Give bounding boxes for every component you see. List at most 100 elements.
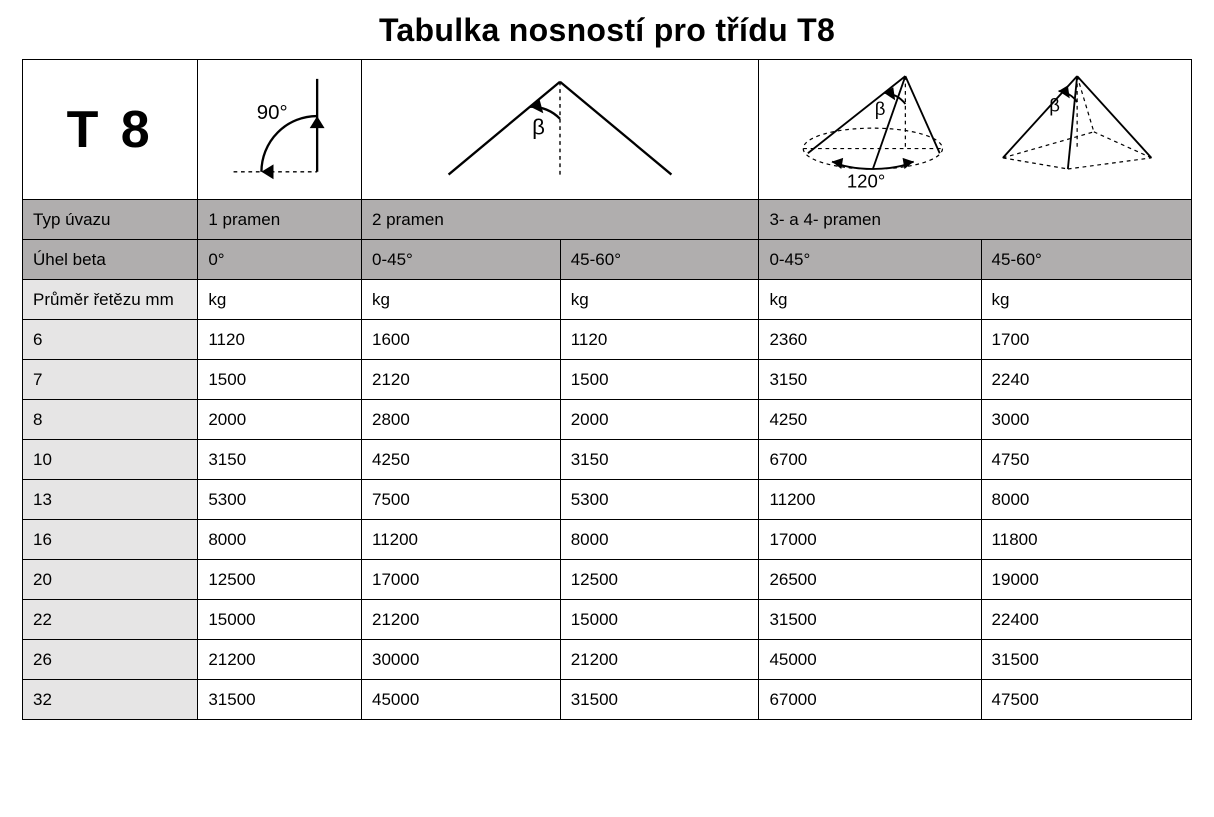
value-cell: 31500 xyxy=(560,680,759,720)
value-cell: 4250 xyxy=(759,400,981,440)
binding-type-34: 3- a 4- pramen xyxy=(759,200,1192,240)
value-cell: 2000 xyxy=(198,400,362,440)
diagram-34-strand: β 120° xyxy=(759,60,1192,200)
unit-kg: kg xyxy=(198,280,362,320)
value-cell: 67000 xyxy=(759,680,981,720)
value-cell: 19000 xyxy=(981,560,1191,600)
value-cell: 8000 xyxy=(198,520,362,560)
value-cell: 2120 xyxy=(362,360,561,400)
value-cell: 12500 xyxy=(198,560,362,600)
diameter-cell: 20 xyxy=(23,560,198,600)
table-row: 13530075005300112008000 xyxy=(23,480,1192,520)
binding-type-label: Typ úvazu xyxy=(23,200,198,240)
diagram-1-strand: 90° xyxy=(198,60,362,200)
value-cell: 11800 xyxy=(981,520,1191,560)
diameter-cell: 16 xyxy=(23,520,198,560)
value-cell: 22400 xyxy=(981,600,1191,640)
value-cell: 15000 xyxy=(198,600,362,640)
class-label-cell: T 8 xyxy=(23,60,198,200)
value-cell: 1700 xyxy=(981,320,1191,360)
diameter-cell: 22 xyxy=(23,600,198,640)
diameter-cell: 6 xyxy=(23,320,198,360)
beta-label-4strand: β xyxy=(1050,94,1061,115)
value-cell: 45000 xyxy=(362,680,561,720)
diameter-cell: 13 xyxy=(23,480,198,520)
table-row: 323150045000315006700047500 xyxy=(23,680,1192,720)
binding-type-2: 2 pramen xyxy=(362,200,759,240)
beta-45-60-b: 45-60° xyxy=(981,240,1191,280)
table-row: 715002120150031502240 xyxy=(23,360,1192,400)
value-cell: 45000 xyxy=(759,640,981,680)
two-strand-icon: β xyxy=(370,65,750,195)
value-cell: 21200 xyxy=(560,640,759,680)
table-row: 820002800200042503000 xyxy=(23,400,1192,440)
diameter-cell: 8 xyxy=(23,400,198,440)
value-cell: 21200 xyxy=(198,640,362,680)
diameter-cell: 10 xyxy=(23,440,198,480)
value-cell: 31500 xyxy=(759,600,981,640)
value-cell: 1120 xyxy=(198,320,362,360)
value-cell: 11200 xyxy=(362,520,561,560)
value-cell: 26500 xyxy=(759,560,981,600)
table-row: 201250017000125002650019000 xyxy=(23,560,1192,600)
value-cell: 30000 xyxy=(362,640,561,680)
units-row: Průměr řetězu mm kg kg kg kg kg xyxy=(23,280,1192,320)
value-cell: 21200 xyxy=(362,600,561,640)
unit-kg: kg xyxy=(362,280,561,320)
diagram-2-strand: β xyxy=(362,60,759,200)
value-cell: 1600 xyxy=(362,320,561,360)
diameter-cell: 32 xyxy=(23,680,198,720)
beta-0-45-a: 0-45° xyxy=(362,240,561,280)
table-row: 221500021200150003150022400 xyxy=(23,600,1192,640)
value-cell: 31500 xyxy=(981,640,1191,680)
value-cell: 3150 xyxy=(198,440,362,480)
value-cell: 8000 xyxy=(560,520,759,560)
unit-kg: kg xyxy=(981,280,1191,320)
page-title: Tabulka nosností pro třídu T8 xyxy=(22,12,1192,49)
value-cell: 7500 xyxy=(362,480,561,520)
unit-kg: kg xyxy=(759,280,981,320)
three-four-strand-icon: β 120° xyxy=(765,65,1185,195)
beta-angle-label: Úhel beta xyxy=(23,240,198,280)
beta-0: 0° xyxy=(198,240,362,280)
value-cell: 2800 xyxy=(362,400,561,440)
table-row: 611201600112023601700 xyxy=(23,320,1192,360)
value-cell: 2240 xyxy=(981,360,1191,400)
diameter-cell: 26 xyxy=(23,640,198,680)
unit-kg: kg xyxy=(560,280,759,320)
binding-type-row: Typ úvazu 1 pramen 2 pramen 3- a 4- pram… xyxy=(23,200,1192,240)
value-cell: 15000 xyxy=(560,600,759,640)
value-cell: 2000 xyxy=(560,400,759,440)
table-row: 1031504250315067004750 xyxy=(23,440,1192,480)
beta-45-60-a: 45-60° xyxy=(560,240,759,280)
value-cell: 17000 xyxy=(759,520,981,560)
diameter-cell: 7 xyxy=(23,360,198,400)
value-cell: 5300 xyxy=(198,480,362,520)
beta-label-2strand: β xyxy=(532,114,545,139)
single-strand-icon: 90° xyxy=(205,65,355,195)
diameter-label: Průměr řetězu mm xyxy=(23,280,198,320)
value-cell: 47500 xyxy=(981,680,1191,720)
value-cell: 17000 xyxy=(362,560,561,600)
value-cell: 3150 xyxy=(560,440,759,480)
value-cell: 2360 xyxy=(759,320,981,360)
beta-0-45-b: 0-45° xyxy=(759,240,981,280)
beta-angle-row: Úhel beta 0° 0-45° 45-60° 0-45° 45-60° xyxy=(23,240,1192,280)
load-capacity-table: T 8 90° xyxy=(22,59,1192,720)
diagram-row: T 8 90° xyxy=(23,60,1192,200)
value-cell: 3000 xyxy=(981,400,1191,440)
beta-label-3strand: β xyxy=(875,98,886,119)
angle-90-label: 90° xyxy=(256,101,287,123)
value-cell: 31500 xyxy=(198,680,362,720)
value-cell: 8000 xyxy=(981,480,1191,520)
value-cell: 1500 xyxy=(560,360,759,400)
value-cell: 11200 xyxy=(759,480,981,520)
table-row: 262120030000212004500031500 xyxy=(23,640,1192,680)
angle-120-label: 120° xyxy=(847,170,885,191)
value-cell: 5300 xyxy=(560,480,759,520)
value-cell: 1500 xyxy=(198,360,362,400)
table-row: 1680001120080001700011800 xyxy=(23,520,1192,560)
binding-type-1: 1 pramen xyxy=(198,200,362,240)
value-cell: 1120 xyxy=(560,320,759,360)
value-cell: 6700 xyxy=(759,440,981,480)
